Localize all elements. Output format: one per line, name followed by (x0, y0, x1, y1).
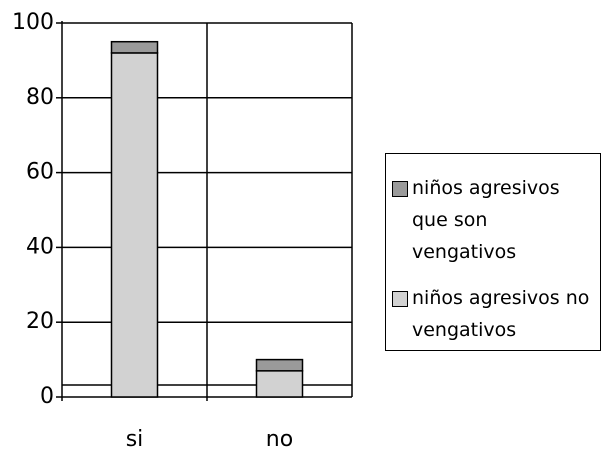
y-tick-label: 40 (26, 234, 54, 259)
x-tick-label: no (266, 427, 293, 450)
y-tick-label: 60 (26, 160, 54, 185)
y-tick-label: 100 (12, 10, 54, 35)
y-tick-label: 80 (26, 85, 54, 110)
x-tick-label: si (126, 427, 144, 450)
legend-label: niños agresivos que son vengativos (412, 177, 560, 263)
legend: niños agresivos que son vengativos niños … (385, 153, 601, 351)
y-tick-label: 20 (26, 309, 54, 334)
legend-entry: niños agresivos que son vengativos (392, 172, 596, 268)
legend-swatch (392, 291, 408, 307)
legend-swatch (392, 181, 408, 197)
bar-segment (255, 358, 304, 372)
legend-label: niños agresivos no vengativos (412, 287, 590, 341)
bar-segment (255, 370, 304, 398)
bar-segment (110, 52, 159, 398)
bar-segment (110, 40, 159, 54)
y-tick-label: 0 (40, 384, 54, 409)
legend-entry: niños agresivos no vengativos (392, 282, 596, 346)
